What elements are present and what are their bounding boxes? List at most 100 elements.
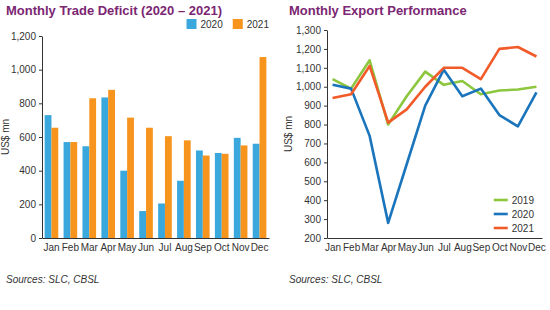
x-tick: Jul: [159, 238, 172, 253]
bar: [260, 57, 267, 238]
y-axis: 02004006008001,0001,200: [11, 31, 43, 244]
y-tick-mark: [324, 219, 327, 220]
y-tick-label: 200: [304, 233, 321, 244]
chart-panel: JanFebMarAprMayJunJulAugSepOctNovDec2003…: [283, 3, 546, 285]
bar: [158, 203, 165, 238]
y-tick-mark: [324, 106, 327, 107]
x-tick-label: Feb: [62, 242, 80, 253]
y-tick-label: 800: [19, 98, 36, 109]
bar: [253, 144, 260, 238]
y-tick: 1,200: [296, 44, 327, 55]
x-tick: Apr: [100, 238, 116, 253]
y-tick-mark: [324, 125, 327, 126]
bar: [196, 150, 203, 238]
y-tick-mark: [324, 68, 327, 69]
legend-swatch: [233, 19, 243, 29]
x-tick: Nov: [232, 238, 250, 253]
x-tick: Jan: [325, 238, 341, 253]
x-tick: Dec: [528, 238, 546, 253]
x-axis: JanFebMarAprMayJunJulAugSepOctNovDec: [43, 238, 270, 253]
y-tick: 500: [304, 176, 327, 187]
line: [333, 47, 537, 123]
bar-series: [51, 57, 266, 238]
legend-label: 2020: [201, 19, 224, 30]
line: [333, 70, 537, 223]
bar: [51, 128, 58, 238]
legend-label: 2021: [512, 223, 535, 234]
y-tick-label: 200: [19, 199, 36, 210]
y-tick-label: 1,000: [11, 64, 36, 75]
bar: [108, 90, 115, 238]
x-tick-label: Nov: [232, 242, 250, 253]
y-axis-line: [42, 37, 43, 239]
x-tick-label: Apr: [381, 242, 397, 253]
x-tick: May: [398, 238, 417, 253]
y-axis-line: [327, 31, 328, 239]
x-tick-label: Aug: [175, 242, 193, 253]
y-tick-label: 400: [304, 195, 321, 206]
y-tick-mark: [324, 49, 327, 50]
y-tick: 600: [304, 157, 327, 168]
plot-marks: [45, 57, 267, 238]
legend-label: 2019: [512, 195, 535, 206]
y-tick-label: 800: [304, 119, 321, 130]
y-tick-mark: [39, 204, 42, 205]
x-tick-label: Sep: [472, 242, 490, 253]
x-tick-label: Jul: [438, 242, 451, 253]
bar: [70, 142, 77, 238]
legend-swatch: [494, 199, 508, 202]
x-tick-label: Dec: [528, 242, 546, 253]
x-tick-label: Oct: [492, 242, 508, 253]
legend-item: 2021: [494, 223, 535, 234]
legend-swatch: [494, 213, 508, 216]
legend-item: 2019: [494, 195, 535, 206]
bar: [101, 97, 108, 238]
y-tick-label: 300: [304, 214, 321, 225]
x-tick-label: May: [398, 242, 417, 253]
chart-title: Monthly Export Performance: [289, 3, 467, 18]
x-tick-label: May: [118, 242, 137, 253]
legend-label: 2020: [512, 209, 535, 220]
plot-marks: [333, 47, 537, 223]
y-axis-title: US$ mn: [283, 116, 294, 152]
bar: [89, 98, 96, 238]
bar-series: [45, 97, 260, 238]
x-tick-label: Jun: [418, 242, 434, 253]
y-tick: 400: [304, 195, 327, 206]
bar: [215, 153, 222, 238]
x-tick: Feb: [343, 238, 361, 253]
y-tick-mark: [39, 238, 42, 239]
x-tick: Dec: [251, 238, 269, 253]
x-tick: Jul: [438, 238, 451, 253]
source-note: Sources: SLC, CBSL: [6, 274, 99, 285]
x-tick: Feb: [62, 238, 80, 253]
legend-swatch: [187, 19, 197, 29]
x-tick: Jun: [138, 238, 154, 253]
x-tick-label: Jan: [325, 242, 341, 253]
y-tick: 200: [19, 199, 42, 210]
x-tick: Mar: [81, 238, 99, 253]
bar: [139, 211, 146, 238]
bar: [222, 154, 229, 238]
y-tick-mark: [324, 238, 327, 239]
x-tick: Mar: [362, 238, 380, 253]
x-tick: Apr: [381, 238, 397, 253]
x-axis-line: [43, 238, 270, 239]
x-tick: Jan: [43, 238, 59, 253]
y-tick-label: 0: [30, 233, 36, 244]
chart-panel: JanFebMarAprMayJunJulAugSepOctNovDec0200…: [0, 3, 270, 285]
legend-item: 2020: [494, 209, 535, 220]
x-tick-label: Apr: [100, 242, 116, 253]
x-axis: JanFebMarAprMayJunJulAugSepOctNovDec: [325, 238, 546, 253]
y-axis: 2003004005006007008009001,0001,1001,2001…: [296, 25, 328, 244]
y-tick-label: 1,200: [296, 44, 321, 55]
y-tick: 600: [19, 132, 42, 143]
y-tick-mark: [324, 162, 327, 163]
source-note: Sources: SLC, CBSL: [289, 274, 382, 285]
legend-swatch: [494, 227, 508, 230]
y-tick: 400: [19, 165, 42, 176]
x-tick-label: Feb: [343, 242, 361, 253]
y-tick: 200: [304, 233, 327, 244]
y-tick-label: 600: [304, 157, 321, 168]
bar: [184, 140, 191, 238]
